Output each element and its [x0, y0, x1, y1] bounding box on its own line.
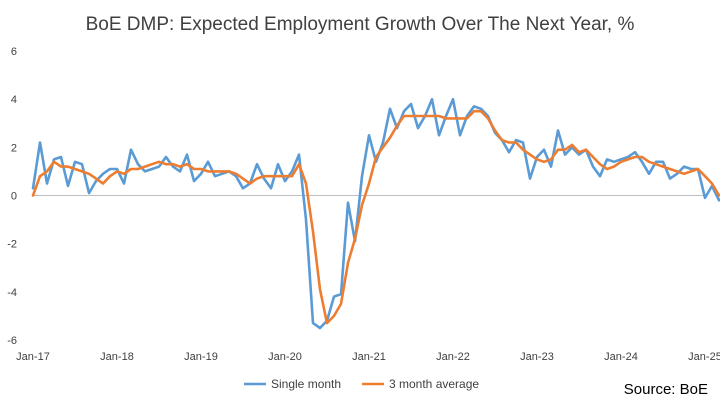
y-tick-label: 2: [11, 142, 17, 154]
y-tick-label: 6: [11, 46, 17, 58]
series-line-3-month-average: [31, 109, 720, 325]
y-axis: -6 -4 -2 0 2 4 6: [7, 46, 17, 347]
series-layer: [31, 97, 720, 330]
y-tick-label: -4: [7, 287, 17, 299]
x-axis: Jan-17 Jan-18 Jan-19 Jan-20 Jan-21 Jan-22 Jan-…: [16, 195, 720, 363]
legend-label: Single month: [271, 377, 341, 391]
y-tick-label: 0: [11, 191, 17, 203]
y-tick-label: -6: [7, 335, 17, 347]
x-tick-label: Jan-25: [688, 351, 720, 363]
x-tick-label: Jan-19: [184, 351, 218, 363]
source-note: Source: BoE: [624, 381, 708, 398]
x-tick-label: Jan-22: [436, 351, 470, 363]
chart-title: BoE DMP: Expected Employment Growth Over…: [86, 14, 635, 35]
legend: Single month 3 month average: [244, 377, 479, 391]
x-tick-label: Jan-20: [268, 351, 302, 363]
legend-label: 3 month average: [389, 377, 479, 391]
series-line-single-month: [31, 97, 720, 330]
y-tick-label: -2: [7, 239, 17, 251]
y-tick-label: 4: [11, 94, 17, 106]
x-tick-label: Jan-17: [16, 351, 50, 363]
x-tick-label: Jan-18: [100, 351, 134, 363]
x-tick-label: Jan-23: [520, 351, 554, 363]
x-tick-label: Jan-24: [604, 351, 638, 363]
x-tick-label: Jan-21: [352, 351, 386, 363]
